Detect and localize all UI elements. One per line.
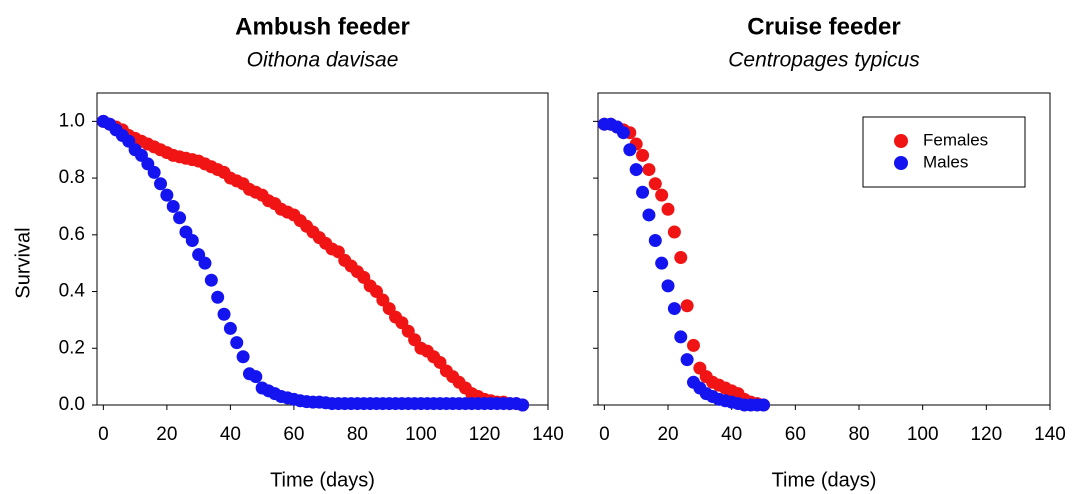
y-tick-label: 0.6 — [59, 224, 85, 245]
data-point — [661, 202, 675, 216]
y-tick-label: 1.0 — [59, 110, 85, 131]
plot-frame — [96, 92, 549, 406]
data-point — [674, 251, 688, 265]
chart-title: Ambush feeder — [235, 13, 410, 40]
x-tick-label: 140 — [1034, 424, 1066, 445]
x-tick-label: 20 — [156, 424, 177, 445]
data-point — [211, 290, 225, 304]
data-point — [147, 165, 161, 179]
x-tick-label: 120 — [469, 424, 501, 445]
y-axis-label: Survival — [12, 227, 34, 298]
legend-box — [862, 116, 1026, 188]
x-tick-label: 0 — [98, 424, 109, 445]
data-point — [166, 199, 180, 213]
data-point — [623, 143, 637, 157]
data-point — [680, 299, 694, 313]
x-tick-label: 80 — [848, 424, 869, 445]
data-point — [648, 233, 662, 247]
x-tick-label: 100 — [405, 424, 437, 445]
chart-title: Cruise feeder — [747, 13, 900, 40]
data-point — [173, 211, 187, 225]
legend-marker — [894, 134, 908, 148]
x-axis-label: Time (days) — [270, 469, 375, 491]
x-tick-label: 40 — [721, 424, 742, 445]
plot-frame — [597, 92, 1051, 406]
data-point — [249, 370, 263, 384]
x-tick-label: 140 — [532, 424, 564, 445]
data-point — [516, 398, 530, 412]
x-axis-label: Time (days) — [772, 469, 877, 491]
data-point — [667, 225, 681, 239]
data-point — [160, 188, 174, 202]
y-tick-label: 0.4 — [59, 281, 86, 302]
x-tick-label: 0 — [599, 424, 610, 445]
data-point — [648, 177, 662, 191]
data-point — [661, 279, 675, 293]
data-point — [154, 177, 168, 191]
data-point — [223, 321, 237, 335]
data-point — [236, 350, 250, 364]
legend-label: Males — [923, 152, 968, 171]
x-tick-label: 60 — [283, 424, 304, 445]
legend-marker — [894, 156, 908, 170]
data-point — [636, 185, 650, 199]
data-point — [642, 163, 656, 177]
data-point — [667, 302, 681, 316]
y-tick-label: 0.8 — [59, 167, 85, 188]
x-tick-label: 120 — [970, 424, 1002, 445]
data-point — [204, 273, 218, 287]
chart-subtitle: Centropages typicus — [728, 49, 920, 72]
data-point — [230, 336, 244, 350]
x-tick-label: 80 — [347, 424, 368, 445]
data-point — [642, 208, 656, 222]
data-point — [616, 126, 630, 140]
data-point — [655, 256, 669, 270]
data-point — [680, 353, 694, 367]
chart-subtitle: Oithona davisae — [247, 49, 399, 72]
data-point — [655, 188, 669, 202]
y-tick-label: 0.0 — [59, 394, 85, 415]
x-tick-label: 60 — [785, 424, 806, 445]
x-tick-label: 20 — [657, 424, 678, 445]
y-tick-label: 0.2 — [59, 337, 85, 358]
data-point — [674, 330, 688, 344]
legend-label: Females — [923, 130, 988, 149]
x-tick-label: 100 — [907, 424, 939, 445]
x-tick-label: 40 — [220, 424, 241, 445]
data-point — [198, 256, 212, 270]
data-point — [185, 233, 199, 247]
data-point — [217, 307, 231, 321]
data-point — [636, 148, 650, 162]
data-point — [629, 163, 643, 177]
data-point — [757, 398, 771, 412]
data-point — [686, 338, 700, 352]
